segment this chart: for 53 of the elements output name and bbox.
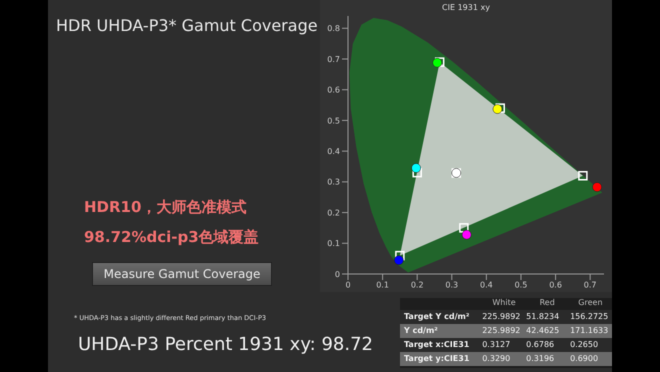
text: Red	[538, 298, 556, 309]
text: HDR UHDA-P3* Gamut Coverage	[56, 16, 318, 35]
x-tick-label: 0.4	[480, 280, 493, 290]
text: 0.3196	[525, 353, 556, 365]
text: 42.4625	[525, 325, 560, 337]
point	[432, 58, 442, 68]
y-tick-label: 0.1	[327, 239, 340, 248]
point	[495, 103, 505, 113]
x-tick-label: 0.2	[410, 280, 424, 290]
text: 0.6786	[525, 339, 556, 351]
text: Target Y cd/m²	[403, 311, 470, 323]
text: White	[491, 298, 517, 309]
text: 0.2650	[569, 339, 600, 351]
text: Measure Gamut Coverage	[92, 262, 272, 286]
text: HDR10，大师色准模式	[84, 198, 246, 217]
text: 225.9892	[481, 311, 522, 323]
text: Target x:CIE31	[403, 339, 470, 351]
y-tick-label: 0.6	[327, 86, 340, 95]
text: 51.8234	[525, 311, 560, 323]
x-tick-label: 0.6	[549, 280, 562, 290]
x-tick-label: 0.3	[445, 280, 458, 290]
y-tick-label: 0.5	[327, 116, 340, 126]
point	[462, 230, 472, 240]
text: 0.3290	[481, 353, 512, 365]
point	[492, 104, 502, 114]
y-tick-label: 0.8	[327, 24, 340, 34]
point	[395, 250, 405, 260]
text: 0.3127	[481, 339, 512, 351]
y-tick-label: 0	[334, 270, 340, 279]
x-tick-label: 0.7	[584, 280, 597, 290]
text: 98.72%dci-p3色域覆盖	[84, 228, 259, 247]
text: 156.2725	[569, 311, 610, 323]
chart-subtitle: CIE 1931 xy	[441, 3, 491, 12]
text: 225.9892	[481, 325, 522, 337]
y-tick-label: 0.2	[327, 208, 340, 218]
text: 171.1633	[569, 325, 610, 337]
point	[592, 182, 602, 192]
y-tick-label: 0.4	[327, 146, 340, 156]
text: Y cd/m²	[403, 325, 439, 337]
point	[411, 163, 421, 173]
point	[412, 168, 422, 178]
x-tick-label: 0.5	[514, 280, 528, 290]
text: Target y:CIE31	[403, 353, 470, 365]
point	[394, 255, 404, 265]
x-tick-label: 0.1	[376, 280, 389, 290]
y-tick-label: 0.3	[327, 178, 340, 187]
text: 0.6900	[569, 353, 600, 365]
x-tick-label: 0	[345, 280, 351, 290]
point	[459, 223, 469, 233]
text: Green	[577, 298, 604, 309]
text: UHDA-P3 Percent 1931 xy: 98.72	[78, 334, 373, 355]
point	[578, 170, 588, 180]
y-tick-label: 0.7	[327, 54, 340, 64]
